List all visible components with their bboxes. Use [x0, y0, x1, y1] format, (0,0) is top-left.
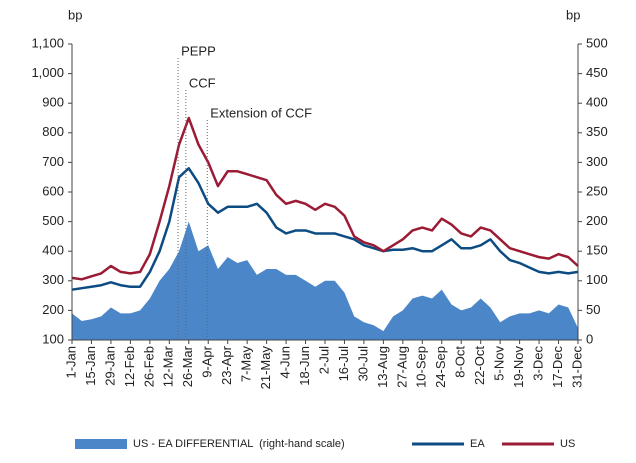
- x-tick-label: 16-Jul: [336, 346, 351, 382]
- x-tick-label: 22-Oct: [472, 346, 487, 385]
- line: [71, 116, 579, 281]
- x-tick-label: 10-Sep: [414, 346, 429, 388]
- annotation: CCF: [189, 75, 216, 90]
- x-tick-label: 26-Feb: [141, 346, 156, 387]
- y-tick-label: 500: [42, 213, 64, 228]
- x-tick-label: 4-Jun: [278, 346, 293, 379]
- x-tick-label: 17-Dec: [550, 346, 565, 388]
- line: [71, 167, 579, 291]
- y-axis-label: bp: [68, 7, 82, 22]
- x-tick-label: 31-Dec: [569, 346, 584, 388]
- x-tick-label: 12-Mar: [161, 345, 176, 387]
- y-tick-label: 100: [42, 331, 64, 346]
- y2-tick-label: 500: [586, 35, 608, 50]
- y-tick-label: 600: [42, 183, 64, 198]
- x-tick-label: 8-Oct: [453, 346, 468, 378]
- y2-tick-label: 350: [586, 124, 608, 139]
- y2-tick-label: 150: [586, 243, 608, 258]
- y2-tick-label: 0: [586, 331, 593, 346]
- x-tick-label: 26-Mar: [180, 345, 195, 387]
- y-tick-label: 1,000: [31, 65, 64, 80]
- x-tick-label: 18-Jun: [297, 346, 312, 386]
- y2-tick-label: 250: [586, 183, 608, 198]
- annotation: PEPP: [181, 43, 216, 58]
- x-tick-label: 21-May: [258, 346, 273, 390]
- y2-tick-label: 300: [586, 154, 608, 169]
- y2-tick-label: 200: [586, 213, 608, 228]
- y-tick-label: 700: [42, 154, 64, 169]
- x-tick-label: 23-Apr: [219, 345, 234, 385]
- x-tick-label: 19-Nov: [511, 346, 526, 388]
- area: [72, 221, 578, 340]
- x-tick-label: 2-Jul: [316, 346, 331, 374]
- x-tick-label: 3-Dec: [531, 346, 546, 381]
- y-tick-label: 400: [42, 243, 64, 258]
- x-tick-label: 13-Aug: [375, 346, 390, 388]
- y-tick-label: 1,100: [31, 35, 64, 50]
- y2-tick-label: 100: [586, 272, 608, 287]
- x-tick-label: 27-Aug: [394, 346, 409, 388]
- x-tick-label: 5-Nov: [492, 346, 507, 381]
- legend-label: US: [560, 438, 575, 450]
- y-tick-label: 900: [42, 95, 64, 110]
- y2-tick-label: 50: [586, 302, 600, 317]
- y2-axis-label: bp: [566, 7, 580, 22]
- legend-label: EA: [470, 438, 485, 450]
- y2-tick-label: 400: [586, 95, 608, 110]
- x-tick-label: 29-Jan: [102, 346, 117, 386]
- legend-label: US - EA DIFFERENTIAL (right-hand scale): [133, 438, 345, 450]
- annotation: Extension of CCF: [210, 105, 312, 120]
- x-tick-label: 24-Sep: [433, 346, 448, 388]
- x-tick-label: 1-Jan: [63, 346, 78, 379]
- x-tick-label: 9-Apr: [200, 345, 215, 377]
- y-tick-label: 800: [42, 124, 64, 139]
- x-tick-label: 30-Jul: [355, 346, 370, 382]
- x-tick-label: 7-May: [239, 346, 254, 383]
- legend-swatch: [75, 439, 127, 449]
- y2-tick-label: 450: [586, 65, 608, 80]
- y-tick-label: 200: [42, 302, 64, 317]
- x-tick-label: 12-Feb: [122, 346, 137, 387]
- y-tick-label: 300: [42, 272, 64, 287]
- x-tick-label: 15-Jan: [83, 346, 98, 386]
